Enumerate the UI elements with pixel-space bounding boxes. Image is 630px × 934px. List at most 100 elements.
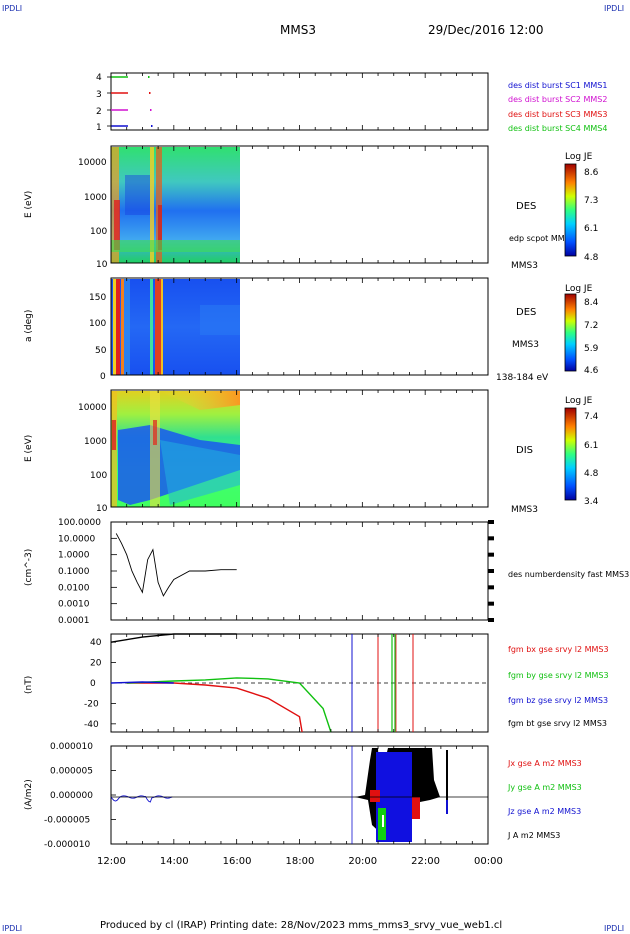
bfield-ylabel: (nT) <box>24 676 34 694</box>
coverage-ticks <box>107 76 111 127</box>
coverage-ytick-3: 3 <box>96 90 102 100</box>
des-pitch-spectrogram <box>111 279 240 375</box>
bfield-legend-by: fgm by gse srvy l2 MMS3 <box>508 671 609 680</box>
bfield-legend-bx: fgm bx gse srvy l2 MMS3 <box>508 645 609 654</box>
density-right-marker <box>488 569 494 573</box>
density-ytick: 100.0000 <box>58 518 101 528</box>
density-right-marker <box>488 536 494 541</box>
corner-label-top-right: IPDLI <box>604 4 625 13</box>
dis-energy-cbar-tick-2: 4.8 <box>584 469 599 479</box>
des-energy-side-label: DES <box>516 201 536 212</box>
dis-energy-panel: 10000 1000 100 10 E (eV) DIS MMS3 Log JE… <box>24 389 599 515</box>
des-energy-cbar-tick-2: 6.1 <box>584 224 598 234</box>
coverage-dot-mms1 <box>151 125 153 127</box>
des-energy-ytick-10: 10 <box>96 260 108 270</box>
bfield-ytick: 40 <box>90 638 102 648</box>
des-pitch-cbar-tick-2: 5.9 <box>584 344 599 354</box>
des-pitch-ytick-50: 50 <box>95 346 107 356</box>
coverage-frame <box>110 72 489 131</box>
density-ytick: 0.0001 <box>58 616 90 626</box>
density-ytick: 0.0100 <box>58 583 90 593</box>
coverage-panel: 4 3 2 1 des dist burst SC1 MMS1 des dist… <box>96 72 607 133</box>
des-energy-ylabel: E (eV) <box>24 191 34 218</box>
coverage-ytick-2: 2 <box>96 107 102 117</box>
coverage-ytick-1: 1 <box>96 123 102 133</box>
des-pitch-ytick-0: 0 <box>100 372 106 382</box>
density-right-marker <box>488 601 494 606</box>
coverage-legend-mms4: des dist burst SC4 MMS4 <box>508 124 607 133</box>
bfield-series-line <box>126 677 332 733</box>
time-axis-label: 22:00 <box>411 856 440 867</box>
density-right-marker <box>488 618 494 622</box>
dis-energy-cbar-tick-1: 6.1 <box>584 441 598 451</box>
bfield-ytick: -40 <box>84 720 99 730</box>
coverage-legend-mms2: des dist burst SC2 MMS2 <box>508 95 607 104</box>
time-axis-label: 18:00 <box>286 856 315 867</box>
des-energy-ytick-100: 100 <box>90 227 107 237</box>
time-axis-label: 14:00 <box>160 856 189 867</box>
des-pitch-colorbar-title: Log JE <box>565 284 593 294</box>
density-ylabel: (cm^-3) <box>24 549 34 586</box>
des-pitch-cbar-tick-1: 7.2 <box>584 321 598 331</box>
des-energy-colorbar-title: Log JE <box>565 152 593 162</box>
time-axis-label: 20:00 <box>348 856 377 867</box>
current-legend-j: J A m2 MMS3 <box>507 831 560 840</box>
des-pitch-ylabel: a (deg) <box>24 310 34 342</box>
current-ytick: -0.000005 <box>44 816 90 826</box>
current-panel: 0.000010 0.000005 0.000000 -0.000005 -0.0000… <box>24 742 582 850</box>
corner-label-bottom-left: IPDLI <box>2 924 23 933</box>
bfield-legend-bz: fgm bz gse srvy l2 MMS3 <box>508 696 608 705</box>
time-axis-label: 16:00 <box>223 856 252 867</box>
spacecraft-title: MMS3 <box>280 23 316 37</box>
footer-text: Produced by cl (IRAP) Printing date: 28/… <box>100 920 503 931</box>
current-legend-jy: Jy gse A m2 MMS3 <box>507 783 582 792</box>
bfield-series-line <box>126 682 303 733</box>
des-energy-bottom-label: MMS3 <box>511 261 538 271</box>
time-axis: 12:00 14:00 16:00 18:00 20:00 22:00 00:00 <box>97 73 503 867</box>
current-ytick: 0.000000 <box>50 791 93 801</box>
density-right-marker <box>488 520 494 524</box>
coverage-dot-mms4 <box>148 76 150 78</box>
des-energy-ytick-10000: 10000 <box>78 158 107 168</box>
coverage-dot-mms2 <box>150 109 152 111</box>
des-energy-cbar-tick-3: 4.8 <box>584 253 599 263</box>
current-burst-region <box>355 748 448 842</box>
des-energy-panel: 10000 1000 100 10 E (eV) DES edp scpot M… <box>24 145 599 271</box>
density-right-marker <box>488 552 494 557</box>
bfield-ytick: 0 <box>90 679 96 689</box>
bfield-ytick: 20 <box>90 659 102 669</box>
dis-energy-spectrogram <box>111 391 240 507</box>
dis-energy-bottom-label: MMS3 <box>511 505 538 515</box>
density-series-line <box>115 533 237 597</box>
dis-energy-cbar-tick-0: 7.4 <box>584 412 599 422</box>
density-ytick: 10.0000 <box>58 534 95 544</box>
coverage-legend-mms1: des dist burst SC1 MMS1 <box>508 81 607 90</box>
dis-energy-ytick-10000: 10000 <box>78 403 107 413</box>
bfield-series-line <box>110 681 174 684</box>
des-pitch-side-label: DES <box>516 307 536 318</box>
des-energy-scpot-label: edp scpot MMS3 <box>509 234 575 243</box>
des-pitch-cbar-tick-3: 4.6 <box>584 366 599 376</box>
des-pitch-cbar-tick-0: 8.4 <box>584 298 599 308</box>
dis-energy-ytick-1000: 1000 <box>84 437 107 447</box>
dis-energy-cbar-tick-3: 3.4 <box>584 497 599 507</box>
bfield-panel: 40 20 0 -20 -40 (nT) fgm bx gse srvy l2 MMS3… <box>24 633 609 733</box>
density-panel: 100.0000 10.0000 1.0000 0.1000 0.0100 0.0010 0… <box>24 518 629 626</box>
time-axis-label: 12:00 <box>97 856 126 867</box>
des-pitch-colorbar <box>564 293 577 372</box>
coverage-ytick-4: 4 <box>96 73 102 83</box>
dis-energy-colorbar-title: Log JE <box>565 396 593 406</box>
dis-energy-side-label: DIS <box>516 445 533 456</box>
des-pitch-panel: 150 100 50 0 a (deg) DES MMS3 138-184 eV… <box>24 277 599 383</box>
density-ytick: 0.1000 <box>58 567 90 577</box>
coverage-legend-mms3: des dist burst SC3 MMS3 <box>508 110 607 119</box>
corner-label-bottom-right: IPDLI <box>604 924 625 933</box>
current-ytick: 0.000010 <box>50 742 93 752</box>
des-energy-cbar-tick-1: 7.3 <box>584 196 598 206</box>
des-pitch-energy-range: 138-184 eV <box>496 373 549 383</box>
density-right-marker <box>488 585 494 590</box>
dis-energy-ylabel: E (eV) <box>24 435 34 462</box>
des-energy-ytick-1000: 1000 <box>84 193 107 203</box>
date-title: 29/Dec/2016 12:00 <box>428 23 544 37</box>
